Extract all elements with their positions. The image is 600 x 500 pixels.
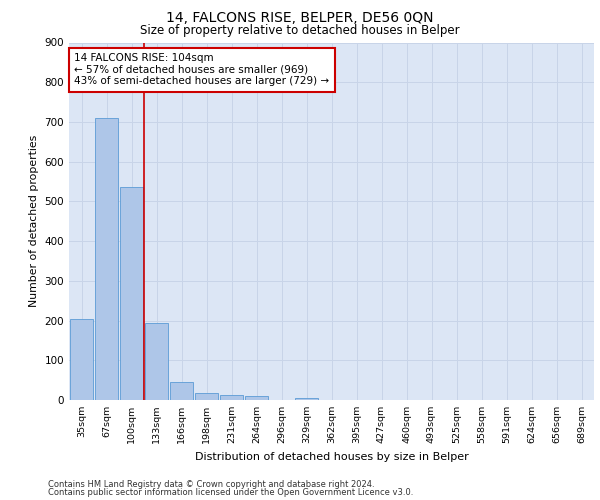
Bar: [220, 395, 244, 400]
X-axis label: Distribution of detached houses by size in Belper: Distribution of detached houses by size …: [194, 452, 469, 462]
Bar: [170, 382, 193, 400]
Text: Size of property relative to detached houses in Belper: Size of property relative to detached ho…: [140, 24, 460, 37]
Bar: [245, 396, 268, 400]
Text: 14, FALCONS RISE, BELPER, DE56 0QN: 14, FALCONS RISE, BELPER, DE56 0QN: [166, 11, 434, 25]
Text: 14 FALCONS RISE: 104sqm
← 57% of detached houses are smaller (969)
43% of semi-d: 14 FALCONS RISE: 104sqm ← 57% of detache…: [74, 53, 329, 86]
Text: Contains public sector information licensed under the Open Government Licence v3: Contains public sector information licen…: [48, 488, 413, 497]
Bar: [70, 320, 94, 400]
Y-axis label: Number of detached properties: Number of detached properties: [29, 135, 39, 308]
Bar: [145, 324, 169, 400]
Bar: [295, 398, 319, 400]
Bar: [119, 188, 143, 400]
Text: Contains HM Land Registry data © Crown copyright and database right 2024.: Contains HM Land Registry data © Crown c…: [48, 480, 374, 489]
Bar: [95, 118, 118, 400]
Bar: [194, 393, 218, 400]
